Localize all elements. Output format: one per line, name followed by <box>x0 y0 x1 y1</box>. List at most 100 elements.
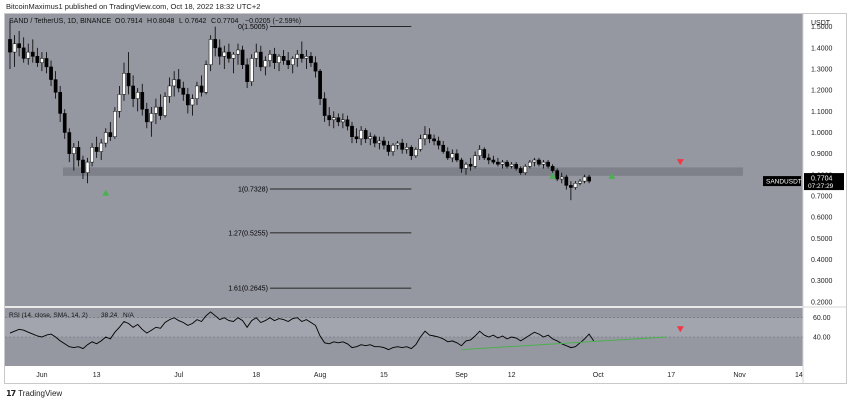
candle-down <box>81 159 85 173</box>
candle-up <box>113 111 117 137</box>
price-tick-label: 1.0000 <box>811 130 833 137</box>
candle-down <box>245 64 249 82</box>
candle-down <box>514 163 519 169</box>
candle-up <box>222 51 227 57</box>
price-pane[interactable]: 0(1.5005) 1(0.7328) 1.27(0.5255) 1.61(0.264… <box>5 14 803 306</box>
candle-down <box>58 92 63 114</box>
candle-down <box>240 49 245 66</box>
rsi-divergence-line <box>461 336 667 351</box>
candle-up <box>423 134 427 140</box>
candle-up <box>208 39 213 66</box>
candle-down <box>550 166 555 171</box>
candle-down <box>455 153 459 161</box>
candle-down <box>281 56 286 61</box>
candle-up <box>450 153 455 159</box>
candle-up <box>122 72 126 95</box>
candle-up <box>149 113 154 123</box>
candle-down <box>491 159 496 163</box>
candle-up <box>377 140 382 144</box>
candle-down <box>199 85 204 93</box>
candle-down <box>227 51 231 59</box>
fib-retracement: 0(1.5005) 1(0.7328) 1.27(0.5255) 1.61(0.264… <box>228 24 412 293</box>
price-tick-label: 0.9000 <box>811 151 833 158</box>
ohlc-letter: C <box>211 18 216 25</box>
candle-down <box>587 176 591 182</box>
candle-down <box>299 53 304 59</box>
change-value: −0.0205 (−2.59%) <box>245 18 301 25</box>
candle-up <box>559 176 564 180</box>
candle-up <box>154 106 158 114</box>
rsi-tick-label: 60.00 <box>813 315 831 322</box>
candle-down <box>432 138 436 142</box>
candle-down <box>518 168 523 173</box>
candle-up <box>204 64 208 93</box>
candle-up <box>464 163 468 169</box>
tradingview-chart[interactable]: 0(1.5005) 1(0.7328) 1.27(0.5255) 1.61(0.264… <box>5 14 846 383</box>
price-tick-label: 0.2000 <box>811 299 833 306</box>
price-axis-ticks: 1.5000 1.4000 1.3000 1.2000 1.1000 1.0000 0.90… <box>811 24 833 306</box>
time-tick-label: 12 <box>508 372 516 379</box>
candle-up <box>368 136 373 140</box>
bar-countdown: 07:27:29 <box>808 183 834 190</box>
price-tick-label: 0.7000 <box>811 193 833 200</box>
symbol-label: SAND / TetherUS, 1D, BINANCE <box>9 18 112 25</box>
price-tick-label: 0.6000 <box>811 215 833 222</box>
candle-up <box>418 138 423 150</box>
chart-container[interactable]: 0(1.5005) 1(0.7328) 1.27(0.5255) 1.61(0.264… <box>4 13 847 384</box>
candle-down <box>482 149 487 159</box>
time-tick-label: Sep <box>455 372 468 379</box>
candle-down <box>185 94 190 106</box>
candle-down <box>217 47 222 57</box>
ohlc-value: 0.7642 <box>185 18 207 25</box>
candle-up <box>167 85 172 97</box>
fib-label: 1(0.7328) <box>238 187 268 194</box>
candle-up <box>90 147 94 163</box>
candle-down <box>400 142 405 150</box>
candle-down <box>258 51 263 68</box>
time-tick-label: Jun <box>36 372 47 379</box>
candle-up <box>304 56 309 59</box>
ohlc-value: 0.7704 <box>217 18 239 25</box>
candle-up <box>135 92 140 99</box>
time-tick-label: Jul <box>174 372 183 379</box>
candle-up <box>391 144 395 152</box>
time-tick-label: 17 <box>667 372 675 379</box>
candle-down <box>140 92 145 110</box>
candle-down <box>313 62 318 72</box>
ohlc-letter: H <box>147 18 152 25</box>
candle-up <box>578 180 582 184</box>
rsi-pane[interactable]: RSI (14, close, SMA, 14, 2) 38.24 N/A <box>5 308 803 366</box>
ohlc-values: O 0.7914 H 0.8048 L 0.7642 C 0.7704 <box>115 18 239 25</box>
signal-arrows <box>102 159 684 196</box>
candle-down <box>569 185 573 188</box>
candle-down <box>131 85 135 99</box>
candle-down <box>144 108 149 123</box>
candle-down <box>468 163 473 167</box>
arrow-up-icon <box>549 172 557 179</box>
candle-up <box>12 43 17 53</box>
candle-down <box>44 58 49 68</box>
price-tick-label: 1.1000 <box>811 109 833 116</box>
candle-up <box>231 53 236 59</box>
candle-down <box>336 117 341 123</box>
candle-down <box>309 56 313 63</box>
time-tick-label: 13 <box>93 372 101 379</box>
time-tick-label: 15 <box>380 372 388 379</box>
candle-up <box>249 58 254 82</box>
candle-down <box>564 176 569 186</box>
time-axis[interactable]: Jun 13 Jul 18 Aug 15 Sep 12 Oct 17 Nov 14 <box>5 367 846 383</box>
candle-up <box>582 176 587 182</box>
rsi-arrow-down-icon <box>676 326 684 333</box>
rsi-value-label-2: N/A <box>123 312 135 319</box>
fib-label: 1.27(0.5255) <box>228 230 268 237</box>
price-axis[interactable]: USDT 1.5000 1.4000 1.3000 1.2000 1.1000 1.000… <box>763 20 844 306</box>
candle-up <box>331 117 336 121</box>
candle-down <box>17 43 21 49</box>
symbol-tag: SANDUSDT <box>766 179 802 186</box>
candle-down <box>363 130 368 140</box>
candle-up <box>523 166 528 173</box>
price-pane-background <box>5 14 803 306</box>
candle-down <box>427 134 432 140</box>
candle-up <box>103 132 108 144</box>
arrow-down-icon <box>676 159 684 166</box>
